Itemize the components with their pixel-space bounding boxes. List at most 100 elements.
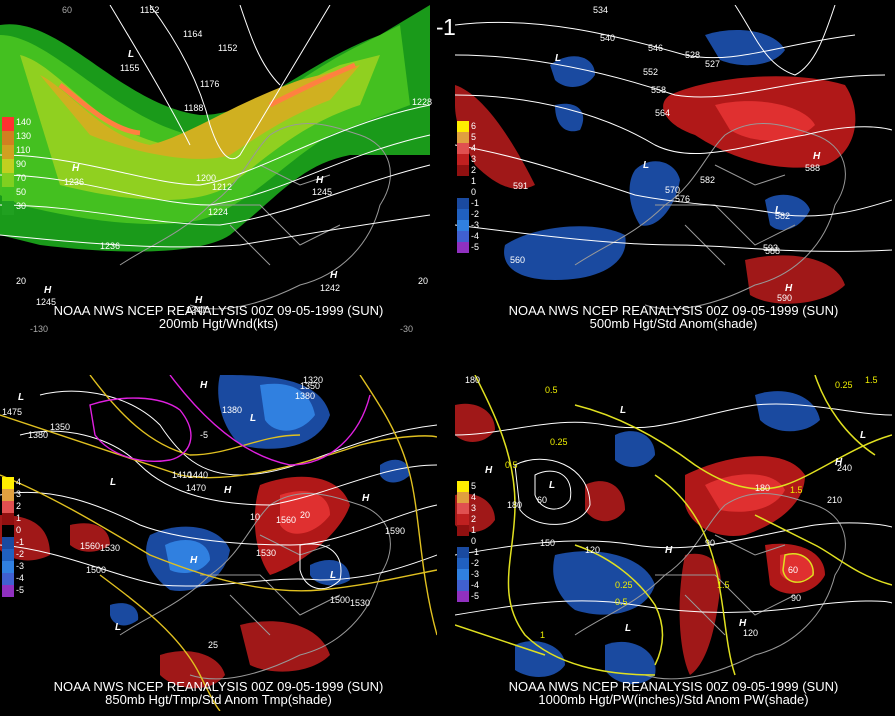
contour-label: 591	[513, 181, 529, 191]
contour-label: 1500	[86, 565, 107, 575]
legend-label: 30	[16, 201, 27, 211]
contour-label: 1242	[320, 283, 341, 293]
contour-label: 120	[585, 545, 601, 555]
high-pressure-symbol: H	[200, 380, 208, 391]
high-pressure-symbol: H	[665, 545, 673, 556]
high-pressure-symbol: H	[362, 493, 370, 504]
contour-label: 1188	[184, 103, 204, 113]
legend-swatch: -1	[457, 547, 479, 558]
contour-label: 60	[788, 565, 799, 575]
legend-label: 3	[471, 503, 477, 513]
legend-swatch: 50	[2, 187, 26, 201]
legend-swatch: 3	[2, 489, 21, 501]
low-pressure-symbol: L	[625, 623, 632, 634]
contour-label: 1	[540, 630, 546, 640]
legend-swatch: 3	[457, 503, 476, 514]
contour-label: 1155	[120, 63, 140, 73]
legend-label: 3	[16, 489, 22, 499]
contour-label: 1247	[186, 305, 207, 315]
legend-label: -2	[471, 209, 480, 219]
legend-swatch: 4	[457, 143, 476, 154]
contour-label: 546	[648, 43, 664, 53]
legend-label: 1	[471, 176, 477, 186]
contour-label: 1320	[303, 375, 324, 385]
contour-label: 1475	[2, 407, 23, 417]
panel-500mb: 6 5 4 3 2 1 0 -1 -2 -3 -4 -5 534 540 546…	[455, 5, 892, 335]
contour-label: 1200	[196, 173, 217, 183]
contour-label: 20	[16, 276, 27, 286]
contour-label: -5	[200, 430, 209, 440]
legend-swatch: 1	[457, 525, 476, 536]
contour-label: 20	[300, 510, 311, 520]
contour-label: 558	[651, 85, 667, 95]
high-pressure-symbol: H	[813, 151, 821, 162]
legend-swatch: 140	[2, 117, 31, 131]
panel-850mb: 4 3 2 1 0 -1 -2 -3 -4 -5 1320 1350 1380 …	[0, 375, 437, 711]
longitude-label: -130	[30, 324, 49, 334]
legend-swatch: 2	[457, 165, 476, 176]
legend-swatch: -2	[2, 549, 24, 561]
contour-label: 1380	[295, 391, 316, 401]
legend-label: -5	[471, 242, 480, 252]
contour-label: 1410	[172, 470, 193, 480]
legend-swatch: 0	[2, 525, 21, 537]
legend-label: 2	[16, 501, 22, 511]
legend-swatch: 3	[457, 154, 476, 165]
legend-label: 110	[16, 145, 31, 155]
contour-label: 1500	[330, 595, 351, 605]
legend-swatch: 130	[2, 131, 31, 145]
legend-swatch: 4	[2, 477, 21, 489]
high-pressure-symbol: H	[224, 485, 232, 496]
contour-label: 150	[540, 538, 556, 548]
contour-label: 1560	[80, 541, 101, 551]
legend-label: -3	[471, 569, 480, 579]
legend-label: 5	[471, 481, 477, 491]
contour-label: 576	[675, 194, 691, 204]
low-pressure-symbol: L	[860, 430, 867, 441]
contour-label: 1236	[64, 177, 85, 187]
legend-swatch: 0	[457, 187, 476, 198]
contour-label: 1530	[350, 598, 371, 608]
contour-label: 1.5	[790, 485, 803, 495]
contour-label: 540	[600, 33, 616, 43]
legend-label: 3	[471, 154, 477, 164]
contour-label: 1228	[412, 97, 433, 107]
high-pressure-symbol: H	[316, 175, 324, 186]
contour-label: 534	[593, 5, 609, 15]
legend-swatch: -2	[457, 558, 479, 569]
legend-swatch: 2	[457, 514, 476, 525]
caption-field: 850mb Hgt/Tmp/Std Anom Tmp(shade)	[105, 692, 332, 707]
contour-label: 1164	[183, 29, 203, 39]
legend-label: -2	[16, 549, 25, 559]
legend-label: 2	[471, 165, 477, 175]
legend-label: 140	[16, 117, 32, 127]
contour-label: 0.25	[835, 380, 853, 390]
panel-200mb: 140 130 110 90 70 50 30 1152 1164 1152 1…	[0, 5, 437, 335]
legend-swatch: 6	[457, 121, 476, 132]
legend-swatch: -4	[457, 580, 479, 591]
contour-label: 1152	[218, 43, 238, 53]
contour-label: 210	[827, 495, 843, 505]
contour-label: 1530	[100, 543, 121, 553]
legend-swatch: -5	[2, 585, 24, 597]
map-1000mb	[455, 375, 892, 711]
contour-label: 1245	[36, 297, 57, 307]
contour-label: 588	[805, 163, 821, 173]
low-pressure-symbol: L	[555, 53, 562, 64]
contour-label: 1590	[385, 526, 406, 536]
map-850mb	[0, 375, 437, 711]
caption-source: NOAA NWS NCEP REANALYSIS 00Z 09-05-1999 …	[508, 303, 839, 318]
legend-label: -3	[16, 561, 25, 571]
caption-source: NOAA NWS NCEP REANALYSIS 00Z 09-05-1999 …	[53, 679, 384, 694]
legend-swatch: -1	[457, 198, 479, 209]
contour-label: 120	[743, 628, 759, 638]
contour-label: 10	[250, 512, 261, 522]
contour-label: 1.5	[717, 580, 730, 590]
contour-label: 0.5	[545, 385, 558, 395]
legend-swatch: 30	[2, 201, 26, 215]
contour-label: 180	[465, 375, 481, 385]
contour-label: 90	[791, 593, 802, 603]
legend-label: 6	[471, 121, 477, 131]
legend-label: 4	[16, 477, 22, 487]
legend-label: -1	[471, 547, 480, 557]
